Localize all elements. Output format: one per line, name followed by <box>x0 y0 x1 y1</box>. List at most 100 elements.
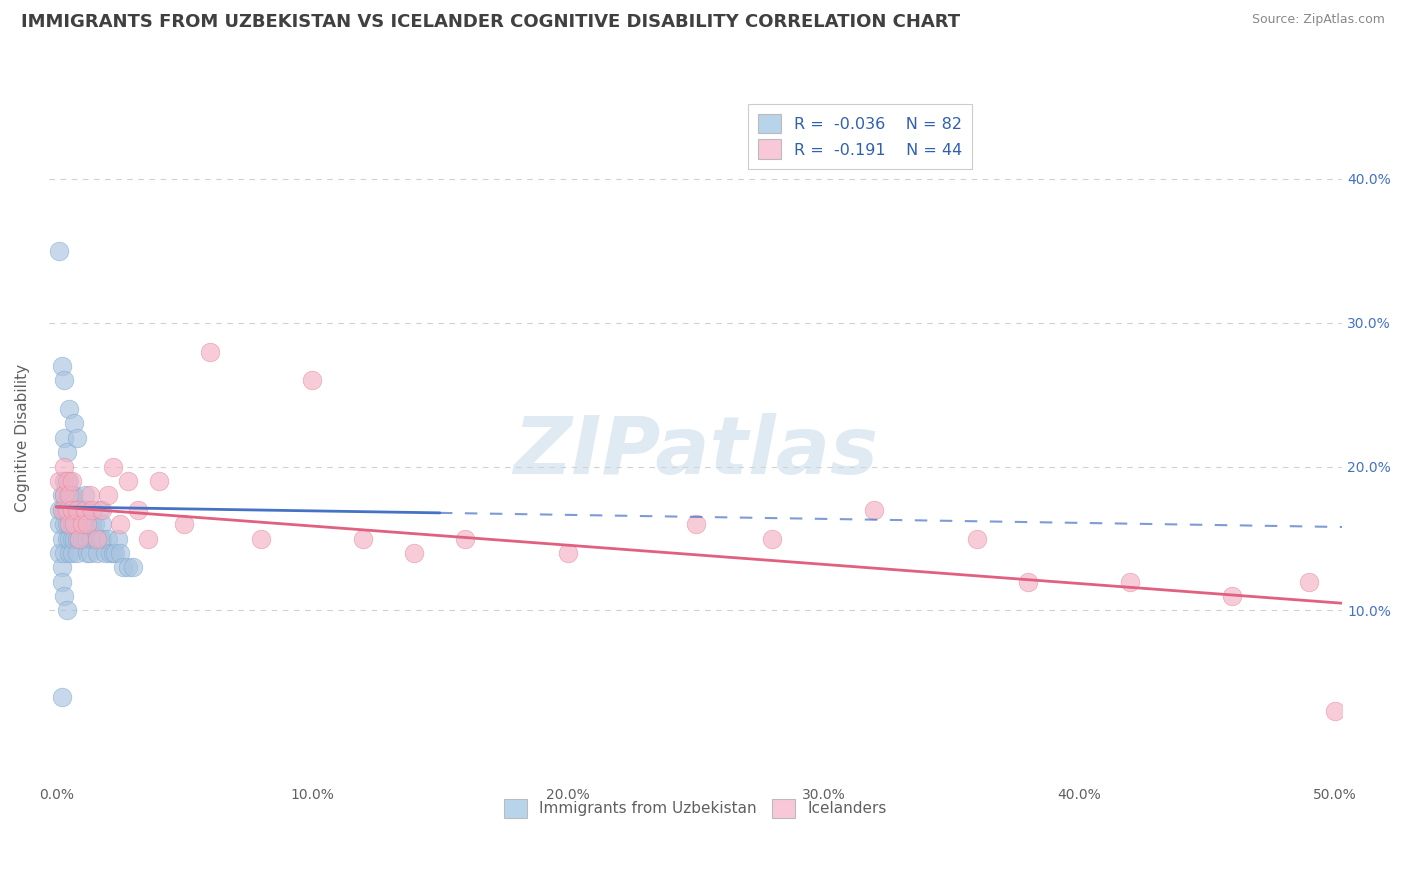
Point <box>138 532 160 546</box>
Point <box>63 517 86 532</box>
Point <box>76 502 98 516</box>
Point <box>66 532 89 546</box>
Point <box>76 546 98 560</box>
Point <box>66 546 89 560</box>
Point <box>63 488 86 502</box>
Point <box>51 502 73 516</box>
Point <box>173 517 195 532</box>
Point <box>63 532 86 546</box>
Point <box>91 517 114 532</box>
Point <box>63 502 86 516</box>
Point <box>63 417 86 431</box>
Point <box>51 488 73 502</box>
Point <box>104 546 127 560</box>
Point <box>53 431 76 445</box>
Point <box>1017 574 1039 589</box>
Text: IMMIGRANTS FROM UZBEKISTAN VS ICELANDER COGNITIVE DISABILITY CORRELATION CHART: IMMIGRANTS FROM UZBEKISTAN VS ICELANDER … <box>21 13 960 31</box>
Point <box>55 532 77 546</box>
Point <box>53 488 76 502</box>
Point <box>89 532 111 546</box>
Point <box>67 502 90 516</box>
Point <box>79 546 101 560</box>
Point <box>60 502 83 516</box>
Point <box>110 517 132 532</box>
Point <box>67 532 90 546</box>
Point <box>66 502 89 516</box>
Point <box>86 546 108 560</box>
Point <box>94 546 117 560</box>
Point <box>122 560 145 574</box>
Point <box>73 517 96 532</box>
Point <box>51 502 73 516</box>
Point <box>148 474 170 488</box>
Point <box>101 459 124 474</box>
Point <box>70 502 93 516</box>
Point <box>82 502 104 516</box>
Point <box>91 532 114 546</box>
Point <box>96 488 118 502</box>
Point <box>1323 704 1346 718</box>
Point <box>863 502 886 516</box>
Point <box>53 517 76 532</box>
Point <box>79 532 101 546</box>
Point <box>101 546 124 560</box>
Point <box>98 546 121 560</box>
Point <box>96 532 118 546</box>
Point <box>53 474 76 488</box>
Point <box>70 517 93 532</box>
Point <box>58 488 80 502</box>
Point <box>198 344 221 359</box>
Point <box>70 532 93 546</box>
Point <box>51 574 73 589</box>
Point <box>55 445 77 459</box>
Point <box>117 560 139 574</box>
Point <box>557 546 579 560</box>
Point <box>58 532 80 546</box>
Point <box>58 546 80 560</box>
Point <box>79 517 101 532</box>
Point <box>107 532 129 546</box>
Point <box>51 560 73 574</box>
Point <box>73 502 96 516</box>
Point <box>53 546 76 560</box>
Point <box>91 502 114 516</box>
Point <box>58 474 80 488</box>
Point <box>82 532 104 546</box>
Point <box>685 517 707 532</box>
Point <box>86 532 108 546</box>
Point <box>60 546 83 560</box>
Point <box>60 517 83 532</box>
Point <box>66 502 89 516</box>
Point <box>111 560 134 574</box>
Point <box>60 474 83 488</box>
Point <box>48 474 70 488</box>
Point <box>67 532 90 546</box>
Point <box>73 488 96 502</box>
Text: ZIPatlas: ZIPatlas <box>513 413 877 491</box>
Point <box>110 546 132 560</box>
Point <box>83 532 105 546</box>
Point <box>1220 589 1243 603</box>
Point <box>48 244 70 258</box>
Point <box>79 488 101 502</box>
Point <box>73 532 96 546</box>
Point <box>48 502 70 516</box>
Point <box>55 603 77 617</box>
Point <box>966 532 988 546</box>
Point <box>53 459 76 474</box>
Point <box>55 474 77 488</box>
Point <box>761 532 783 546</box>
Point <box>83 517 105 532</box>
Point <box>53 502 76 516</box>
Point <box>60 502 83 516</box>
Y-axis label: Cognitive Disability: Cognitive Disability <box>15 364 30 512</box>
Point <box>76 532 98 546</box>
Point <box>352 532 374 546</box>
Point <box>55 488 77 502</box>
Point <box>67 517 90 532</box>
Point <box>89 502 111 516</box>
Point <box>404 546 426 560</box>
Text: Source: ZipAtlas.com: Source: ZipAtlas.com <box>1251 13 1385 27</box>
Point <box>51 532 73 546</box>
Point <box>63 517 86 532</box>
